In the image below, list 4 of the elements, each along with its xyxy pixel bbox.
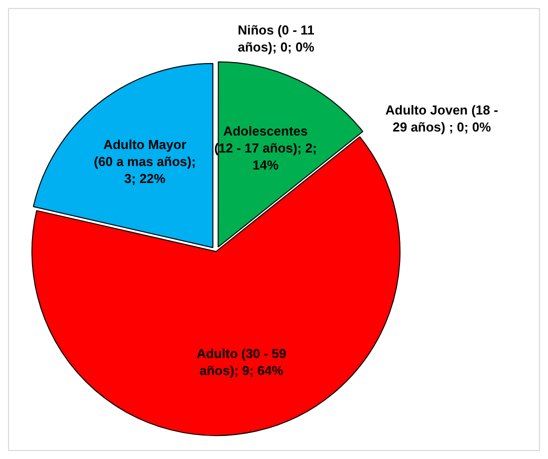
category-label: Adulto Joven (18 - 29 años) ; 0; 0%	[385, 102, 498, 134]
slice-label: Adulto (30 - 59 años); 9; 64%	[196, 346, 286, 378]
slice-label: Adulto Mayor (60 a mas años); 3; 22%	[94, 136, 196, 186]
category-label: Niños (0 - 11 años); 0; 0%	[238, 22, 314, 55]
